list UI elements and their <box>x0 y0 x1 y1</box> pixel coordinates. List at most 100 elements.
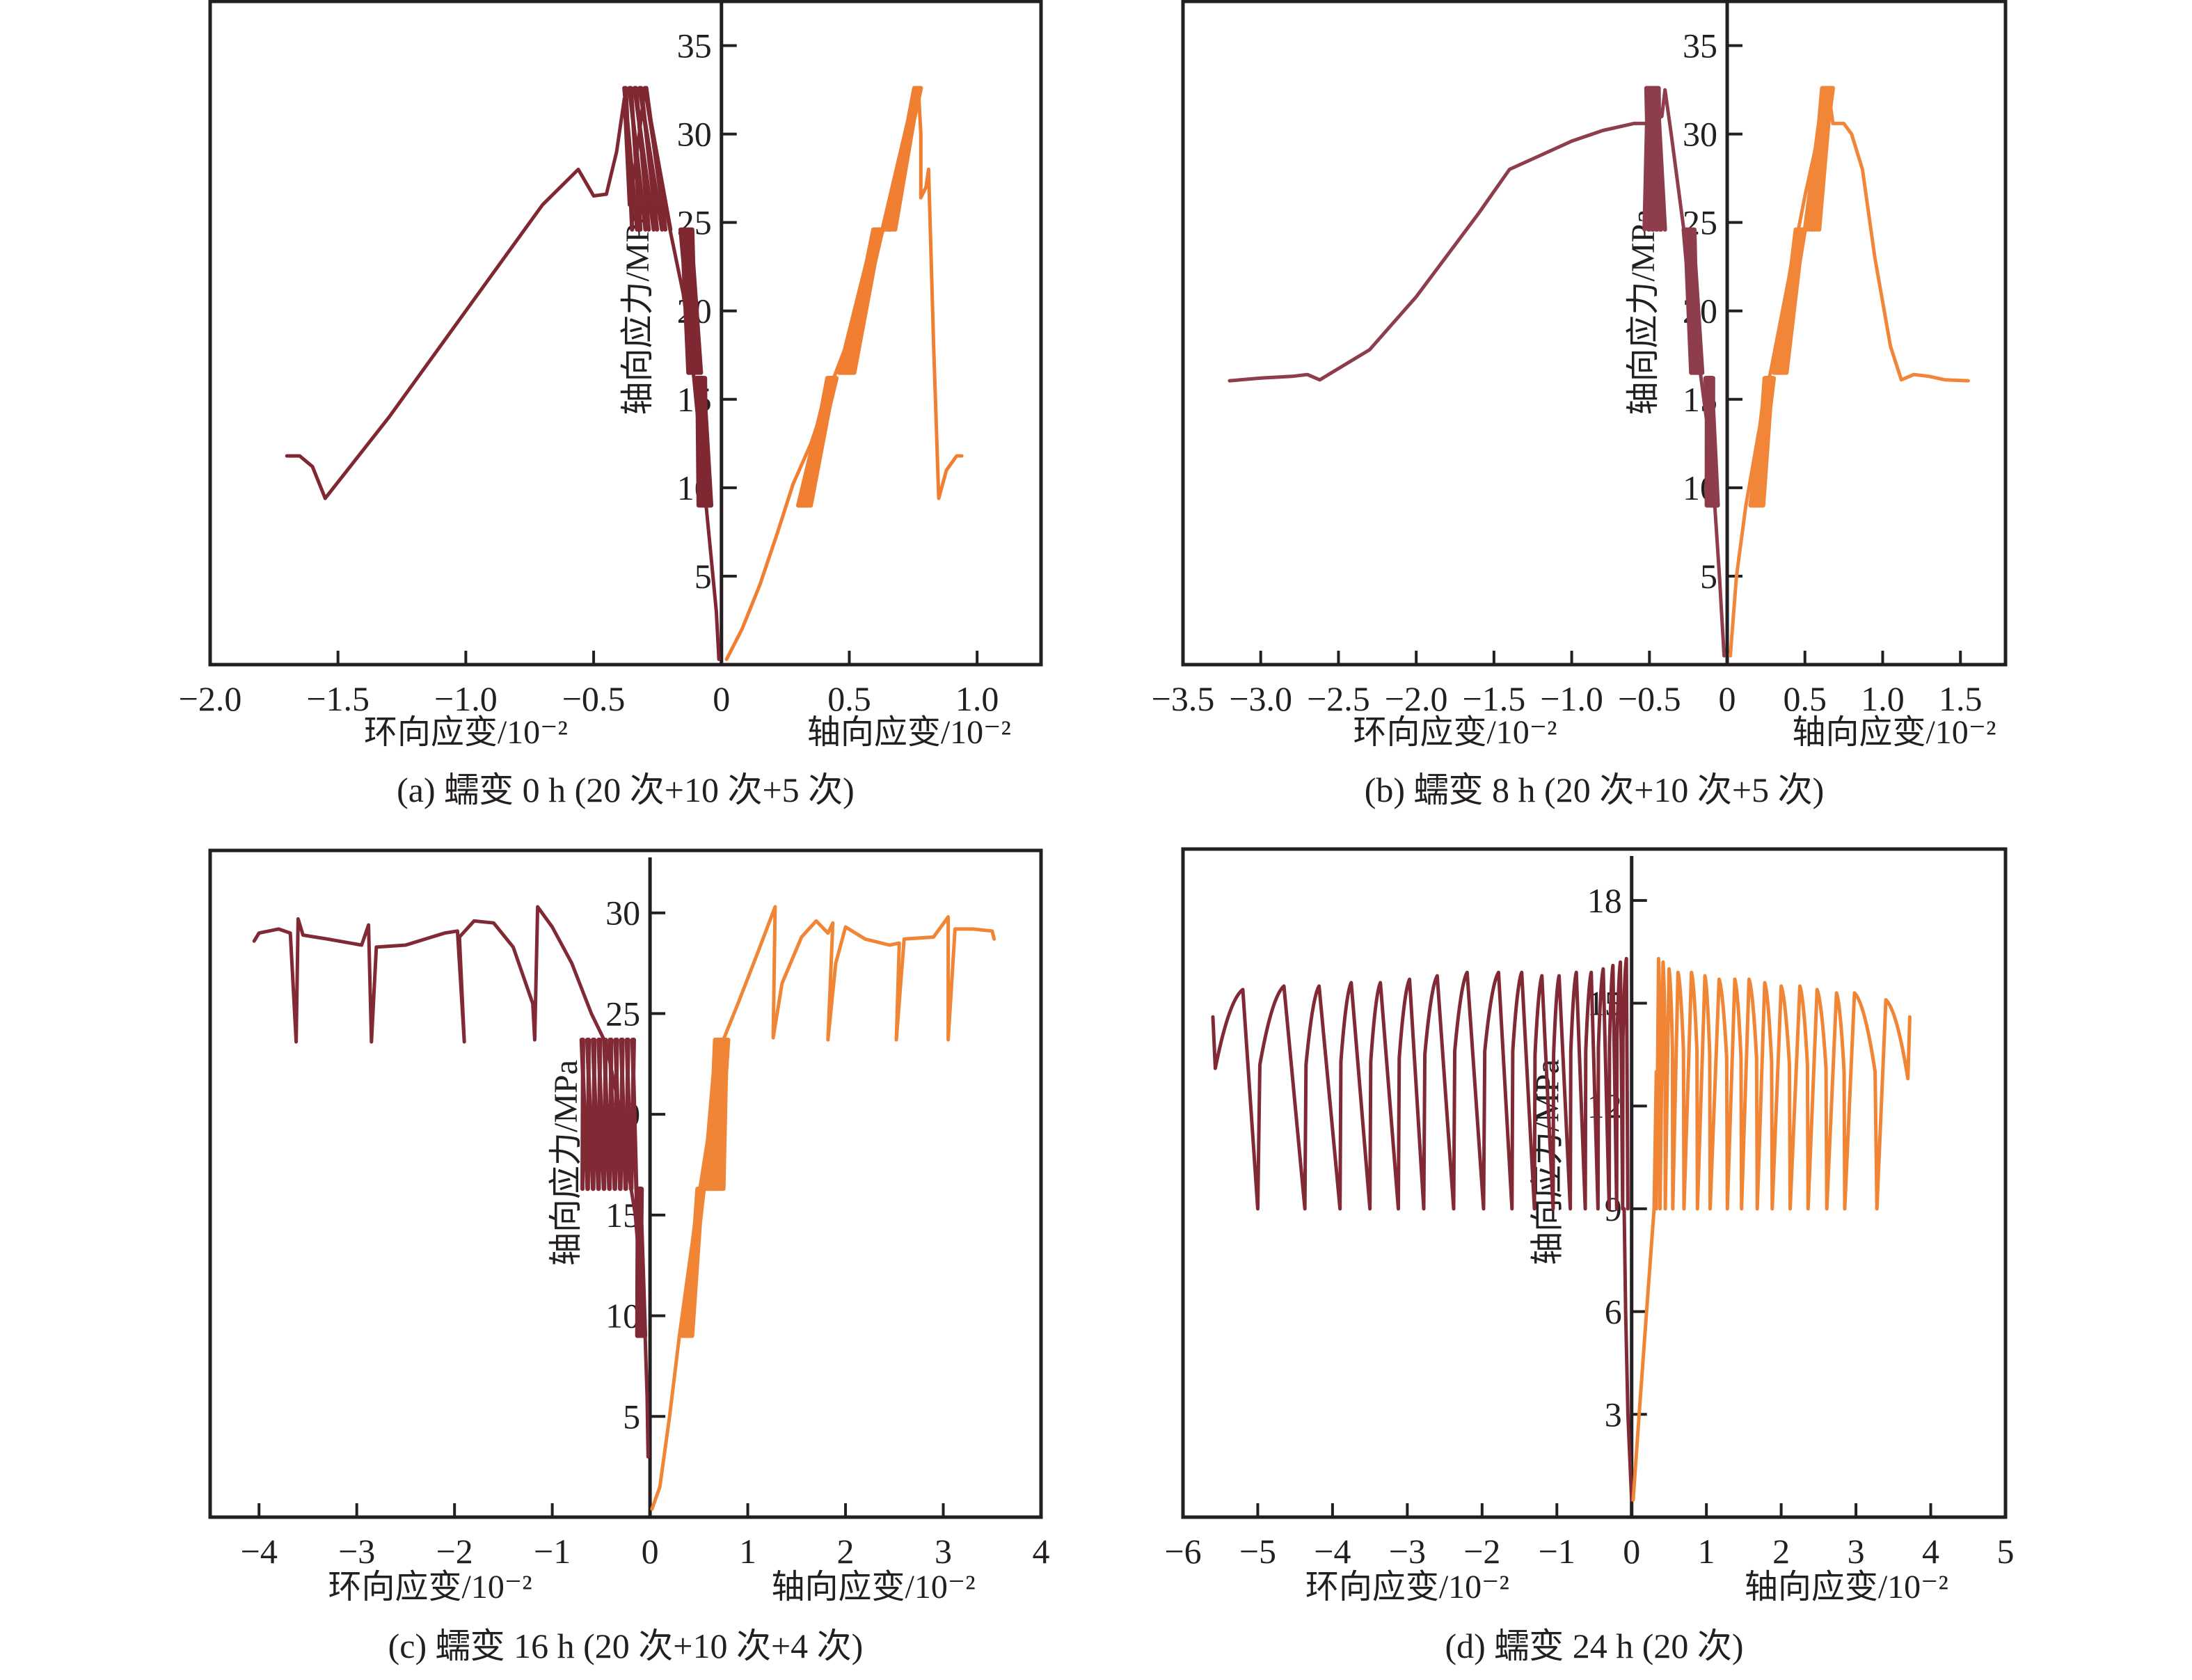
plot-area <box>285 86 964 661</box>
hoop-sawtooth-series <box>1211 957 1630 1211</box>
x-tick-label: 1.5 <box>1939 679 1983 718</box>
x-tick-label: 0 <box>642 1532 659 1571</box>
y-tick-label: 18 <box>1587 881 1622 920</box>
panel-c: −4 −3 −2 −1 0 1 2 3 451015202530轴向应力/MPa环向应变/10⁻… <box>208 848 1050 1665</box>
x-tick-label: −5 <box>1239 1532 1276 1571</box>
axial-cycle-loop <box>716 1038 731 1191</box>
y-tick-label: 5 <box>1700 557 1717 596</box>
plot-area <box>1228 86 1970 658</box>
hoop-cycle-loop <box>1690 227 1705 375</box>
axial-cycle-loop <box>804 376 839 508</box>
axial-cycle-loop <box>1756 376 1777 508</box>
panel-caption: (a) 蠕变 0 h (20 次+10 次+5 次) <box>397 770 855 809</box>
x-tick-label: −1.0 <box>1540 679 1603 718</box>
axial-sawtooth-series <box>1654 957 1912 1211</box>
x-tick-label: 0.5 <box>827 679 871 718</box>
hoop-cycle-loop <box>624 1038 633 1191</box>
hoop-cycle-loop <box>688 227 704 375</box>
x-tick-label: −0.5 <box>1618 679 1681 718</box>
axial-cycle-loop <box>1812 86 1835 232</box>
x-tick-label: −2 <box>436 1532 473 1571</box>
y-tick-label: 6 <box>1605 1292 1622 1331</box>
panel-a: −2.0 −1.5 −1.0 −0.5 0 0.5 1.05101520253035轴向应力… <box>179 0 1043 809</box>
x-tick-label: 2 <box>837 1532 855 1571</box>
hoop-cycle-loop <box>629 1038 639 1191</box>
x-tick-label: −2.0 <box>1385 679 1448 718</box>
x-tick-label: −1 <box>1539 1532 1575 1571</box>
y-axis-title: 轴向应力/MPa <box>619 209 656 415</box>
y-axis-title: 轴向应力/MPa <box>548 1060 585 1266</box>
x-axis-title-axial: 轴向应变/10⁻² <box>1745 1569 1948 1606</box>
panel-caption: (b) 蠕变 8 h (20 次+10 次+5 次) <box>1365 770 1825 809</box>
axial-strain-series <box>724 86 964 661</box>
plot-frame <box>208 848 1043 1519</box>
panel-d: −6 −5 −4 −3 −2 −1 0 1 2 3 4 5369121518轴向应力/MPa环向应变/… <box>1164 847 2015 1665</box>
x-tick-label: −3.5 <box>1152 679 1215 718</box>
y-tick-label: 35 <box>677 26 712 65</box>
y-tick-label: 10 <box>605 1297 640 1336</box>
x-tick-label: −2.5 <box>1307 679 1370 718</box>
y-tick-label: 30 <box>1683 115 1717 154</box>
hoop-cycle-loop <box>579 1038 590 1191</box>
x-tick-label: −6 <box>1164 1532 1201 1571</box>
hoop-cycle-loop <box>596 1038 606 1191</box>
x-tick-label: 4 <box>1033 1532 1050 1571</box>
x-tick-label: 4 <box>1922 1532 1939 1571</box>
x-tick-label: −4 <box>241 1532 278 1571</box>
y-tick-label: 5 <box>623 1397 640 1436</box>
x-tick-label: 0 <box>1719 679 1736 718</box>
x-tick-label: −1.5 <box>306 679 370 718</box>
axial-strain-series <box>1631 1070 1658 1502</box>
x-axis-title-axial: 轴向应变/10⁻² <box>807 714 1011 751</box>
x-axis-title-hoop: 环向应变/10⁻² <box>1353 714 1557 751</box>
x-tick-label: 2 <box>1772 1532 1790 1571</box>
x-tick-label: −3.0 <box>1229 679 1292 718</box>
plot-frame <box>1181 0 2008 667</box>
x-tick-label: −3 <box>1389 1532 1426 1571</box>
panel-caption: (c) 蠕变 16 h (20 次+10 次+4 次) <box>388 1626 864 1665</box>
y-tick-label: 5 <box>694 557 712 596</box>
x-tick-label: −1 <box>534 1532 571 1571</box>
x-tick-label: −1.5 <box>1463 679 1526 718</box>
hoop-strain-series <box>1228 88 1726 658</box>
x-tick-label: −0.5 <box>562 679 626 718</box>
y-tick-label: 30 <box>605 894 640 933</box>
hoop-strain-series <box>252 905 650 1459</box>
x-tick-label: 0 <box>1623 1532 1640 1571</box>
y-tick-label: 30 <box>677 115 712 154</box>
x-tick-label: 5 <box>1997 1532 2015 1571</box>
hoop-cycle-loop <box>591 1038 601 1191</box>
hoop-cycle-loop <box>607 1038 617 1191</box>
hoop-cycle-loop <box>585 1038 596 1191</box>
hoop-strain-series <box>285 86 721 661</box>
x-tick-label: 1.0 <box>1861 679 1905 718</box>
x-axis-title-hoop: 环向应变/10⁻² <box>364 714 568 751</box>
y-tick-label: 3 <box>1605 1395 1622 1434</box>
x-tick-label: −4 <box>1314 1532 1351 1571</box>
panel-b: −3.5 −3.0 −2.5 −2.0 −1.5 −1.0 −0.5 0 0.5 1.0 1.551… <box>1152 0 2008 809</box>
axial-cycle-loop <box>888 86 923 232</box>
x-tick-label: 0 <box>713 679 730 718</box>
x-tick-label: 1 <box>1698 1532 1715 1571</box>
hoop-cycle-loop <box>622 86 640 232</box>
x-axis-title-hoop: 环向应变/10⁻² <box>1305 1569 1509 1606</box>
axial-strain-series <box>1729 88 1970 658</box>
plot-frame <box>1181 847 2008 1519</box>
x-axis-title-axial: 轴向应变/10⁻² <box>772 1569 976 1606</box>
y-tick-label: 9 <box>1605 1189 1622 1228</box>
hoop-cycle-loop <box>637 86 665 232</box>
hoop-cycle-loop <box>1655 86 1667 232</box>
hoop-strain-series <box>1622 1207 1634 1502</box>
x-tick-label: −2.0 <box>179 679 242 718</box>
y-tick-label: 25 <box>605 994 640 1033</box>
plot-area <box>252 905 996 1511</box>
x-tick-label: −1.0 <box>434 679 498 718</box>
hoop-cycle-loop <box>632 86 656 232</box>
panel-caption: (d) 蠕变 24 h (20 次) <box>1445 1626 1743 1665</box>
plot-frame <box>208 0 1043 667</box>
hoop-cycle-loop <box>637 1187 648 1338</box>
hoop-cycle-loop <box>701 376 714 508</box>
x-axis-title-axial: 轴向应变/10⁻² <box>1792 714 1996 751</box>
x-tick-label: 1.0 <box>955 679 999 718</box>
